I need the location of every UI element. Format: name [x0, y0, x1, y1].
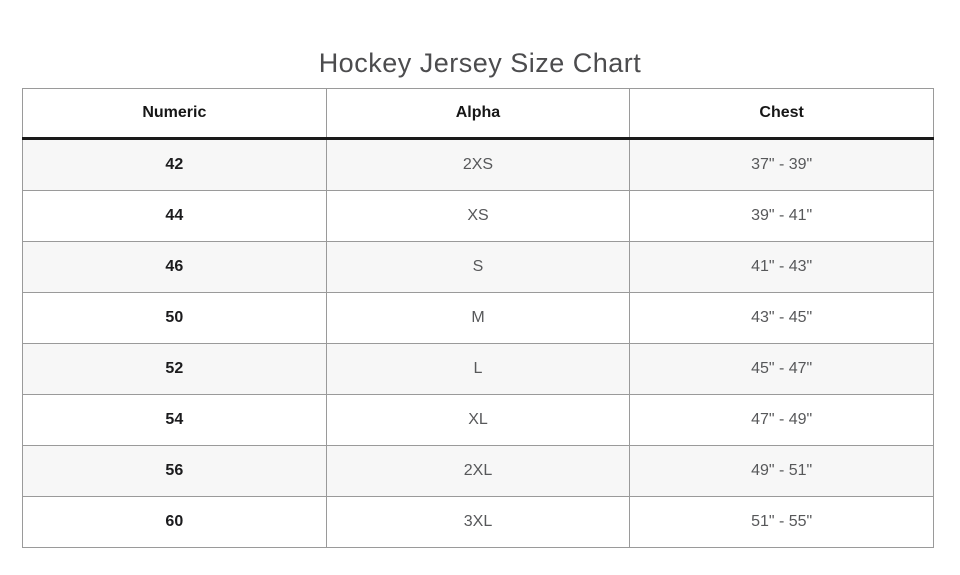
column-header-numeric: Numeric	[22, 88, 327, 140]
table-row: 44 XS 39" - 41"	[22, 190, 934, 242]
chest-range-cell: 45" - 47"	[629, 343, 934, 395]
alpha-size-cell: 3XL	[325, 496, 631, 548]
table-row: 56 2XL 49" - 51"	[22, 445, 934, 497]
chest-range-cell: 37" - 39"	[629, 138, 934, 191]
alpha-size-cell: L	[325, 343, 631, 395]
page-title: Hockey Jersey Size Chart	[318, 48, 642, 78]
chest-range-cell: 47" - 49"	[629, 394, 934, 446]
chest-range-cell: 51" - 55"	[629, 496, 934, 548]
numeric-size-cell: 46	[22, 241, 327, 293]
numeric-size-cell: 44	[22, 190, 327, 242]
column-header-alpha: Alpha	[325, 88, 631, 140]
numeric-size-cell: 42	[22, 138, 327, 191]
table-row: 50 M 43" - 45"	[22, 292, 934, 344]
alpha-size-cell: S	[325, 241, 631, 293]
chest-range-cell: 39" - 41"	[629, 190, 934, 242]
chest-range-cell: 43" - 45"	[629, 292, 934, 344]
alpha-size-cell: XS	[325, 190, 631, 242]
table-row: 60 3XL 51" - 55"	[22, 496, 934, 548]
table-row: 42 2XS 37" - 39"	[22, 138, 934, 191]
numeric-size-cell: 50	[22, 292, 327, 344]
alpha-size-cell: 2XL	[325, 445, 631, 497]
table-row: 52 L 45" - 47"	[22, 343, 934, 395]
alpha-size-cell: 2XS	[325, 138, 631, 191]
table-row: 54 XL 47" - 49"	[22, 394, 934, 446]
table-row: 46 S 41" - 43"	[22, 241, 934, 293]
size-chart-table: Numeric Alpha Chest 42 2XS 37" - 39" 44 …	[22, 88, 934, 548]
alpha-size-cell: M	[325, 292, 631, 344]
table-header-row: Numeric Alpha Chest	[22, 88, 934, 140]
numeric-size-cell: 54	[22, 394, 327, 446]
column-header-chest: Chest	[629, 88, 934, 140]
numeric-size-cell: 56	[22, 445, 327, 497]
numeric-size-cell: 52	[22, 343, 327, 395]
alpha-size-cell: XL	[325, 394, 631, 446]
chest-range-cell: 41" - 43"	[629, 241, 934, 293]
numeric-size-cell: 60	[22, 496, 327, 548]
chest-range-cell: 49" - 51"	[629, 445, 934, 497]
